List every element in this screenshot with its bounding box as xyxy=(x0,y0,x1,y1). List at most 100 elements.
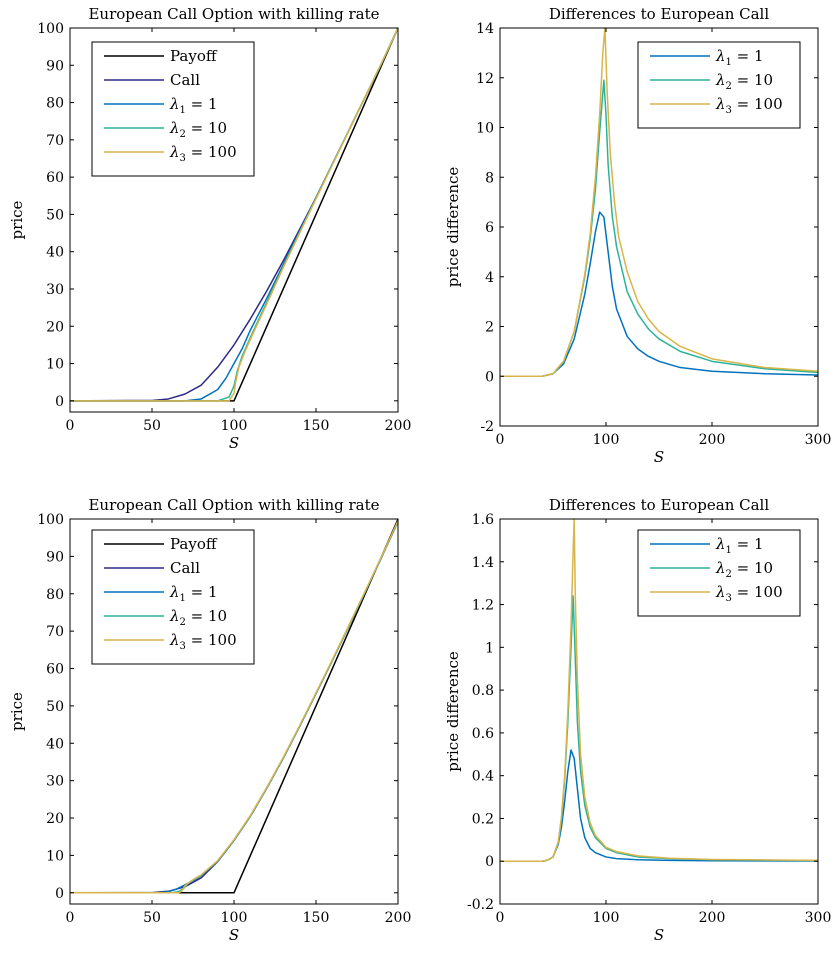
y-tick-label: 70 xyxy=(46,133,64,149)
x-tick-label: 0 xyxy=(66,418,75,434)
y-tick-label: 80 xyxy=(46,96,64,112)
y-tick-label: 0.8 xyxy=(472,683,494,699)
legend-label-0: λ1 = 1 xyxy=(715,535,764,556)
y-tick-label: 1.4 xyxy=(472,555,494,571)
y-tick-label: -0.2 xyxy=(467,897,494,913)
y-tick-label: 0.6 xyxy=(472,726,494,742)
legend-label-0: Payoff xyxy=(170,535,218,553)
series-line-0 xyxy=(500,211,819,377)
legend-label-1: λ2 = 10 xyxy=(715,71,773,92)
legend-label-1: λ2 = 10 xyxy=(715,559,773,580)
x-tick-label: 0 xyxy=(66,910,75,926)
x-axis-label: S xyxy=(654,926,664,944)
y-tick-label: 20 xyxy=(46,319,64,335)
y-tick-label: 30 xyxy=(46,774,64,790)
chart-title: European Call Option with killing rate xyxy=(88,496,379,514)
y-tick-label: -2 xyxy=(480,419,494,435)
legend-label-3: λ2 = 10 xyxy=(169,119,227,140)
x-tick-label: 200 xyxy=(699,910,726,926)
chart-bottom-left: European Call Option with killing rate 0 5… xyxy=(8,496,411,944)
y-tick-label: 0.2 xyxy=(472,811,494,827)
x-tick-label: 300 xyxy=(805,910,832,926)
y-tick-label: 0 xyxy=(485,369,494,385)
x-tick-label: 0 xyxy=(496,432,505,448)
x-tick-label: 200 xyxy=(699,432,726,448)
y-tick-label: 40 xyxy=(46,245,64,261)
y-tick-label: 90 xyxy=(46,549,64,565)
y-tick-label: 0.4 xyxy=(472,769,494,785)
x-tick-label: 200 xyxy=(385,418,412,434)
series-line-0 xyxy=(500,749,819,862)
legend-label-0: Payoff xyxy=(170,47,218,65)
y-tick-label: 8 xyxy=(485,170,494,186)
x-axis-label: S xyxy=(229,926,239,944)
legend-label-1: Call xyxy=(170,71,200,89)
y-tick-label: 90 xyxy=(46,58,64,74)
y-axis-label: price difference xyxy=(444,167,462,288)
legend-label-4: λ3 = 100 xyxy=(169,631,237,652)
y-tick-label: 10 xyxy=(476,121,494,137)
series-line-2 xyxy=(500,518,819,862)
y-tick-label: 60 xyxy=(46,662,64,678)
chart-bottom-right: Differences to European Call 0 100 200 300 -0… xyxy=(444,496,831,944)
y-tick-label: 70 xyxy=(46,624,64,640)
chart-title: European Call Option with killing rate xyxy=(88,5,379,23)
series-line-1 xyxy=(500,595,819,862)
x-tick-label: 0 xyxy=(496,910,505,926)
legend-label-3: λ2 = 10 xyxy=(169,607,227,628)
x-tick-label: 300 xyxy=(805,432,832,448)
x-tick-label: 50 xyxy=(143,418,161,434)
legend-box xyxy=(91,41,255,177)
y-tick-label: 6 xyxy=(485,220,494,236)
y-tick-label: 20 xyxy=(46,811,64,827)
y-tick-label: 2 xyxy=(485,320,494,336)
chart-title: Differences to European Call xyxy=(549,496,770,514)
x-tick-label: 150 xyxy=(303,910,330,926)
y-tick-label: 50 xyxy=(46,699,64,715)
x-tick-label: 100 xyxy=(221,910,248,926)
y-axis-label: price difference xyxy=(444,651,462,772)
legend-box xyxy=(91,529,255,665)
y-tick-label: 4 xyxy=(485,270,494,286)
y-tick-label: 1 xyxy=(485,640,494,656)
x-axis-label: S xyxy=(229,434,239,452)
x-tick-label: 150 xyxy=(303,418,330,434)
x-tick-label: 100 xyxy=(593,432,620,448)
y-tick-label: 12 xyxy=(476,71,494,87)
y-tick-label: 1.6 xyxy=(472,512,494,528)
axes-box xyxy=(499,518,819,905)
legend-label-1: Call xyxy=(170,559,200,577)
y-tick-label: 0 xyxy=(485,854,494,870)
chart-title: Differences to European Call xyxy=(549,5,770,23)
x-tick-label: 100 xyxy=(593,910,620,926)
y-tick-label: 14 xyxy=(476,21,494,37)
y-tick-label: 1.2 xyxy=(472,598,494,614)
y-tick-label: 0 xyxy=(55,886,64,902)
legend-label-4: λ3 = 100 xyxy=(169,143,237,164)
legend-label-2: λ3 = 100 xyxy=(715,583,783,604)
series-line-4 xyxy=(70,27,399,402)
y-tick-label: 60 xyxy=(46,170,64,186)
series-line-4 xyxy=(70,520,399,894)
y-axis-label: price xyxy=(8,692,26,731)
y-tick-label: 50 xyxy=(46,207,64,223)
y-tick-label: 40 xyxy=(46,736,64,752)
y-tick-label: 80 xyxy=(46,587,64,603)
legend-label-2: λ1 = 1 xyxy=(169,583,218,604)
y-tick-label: 100 xyxy=(37,512,64,528)
x-tick-label: 100 xyxy=(221,418,248,434)
series-line-2 xyxy=(500,27,819,377)
legend-label-2: λ3 = 100 xyxy=(715,95,783,116)
chart-top-left: European Call Option with killing rate 0 5… xyxy=(8,5,411,452)
legend-label-0: λ1 = 1 xyxy=(715,47,764,68)
x-tick-label: 200 xyxy=(385,910,412,926)
legend-label-2: λ1 = 1 xyxy=(169,95,218,116)
y-tick-label: 10 xyxy=(46,848,64,864)
x-axis-label: S xyxy=(654,448,664,466)
y-axis-label: price xyxy=(8,200,26,239)
y-tick-label: 10 xyxy=(46,357,64,373)
x-tick-label: 50 xyxy=(143,910,161,926)
y-tick-label: 100 xyxy=(37,21,64,37)
